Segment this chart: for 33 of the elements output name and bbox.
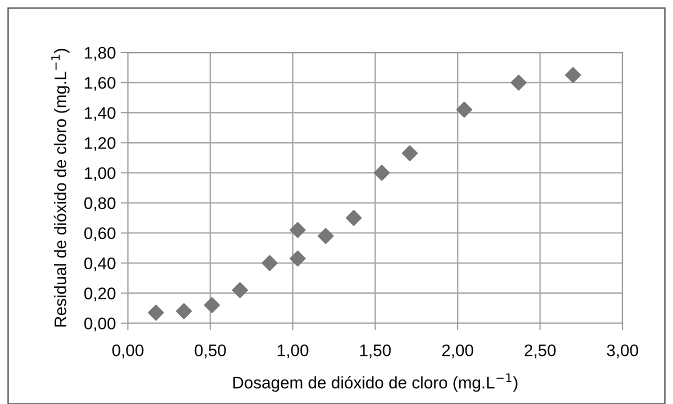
x-tick-label: 1,50 [360,344,391,358]
point [176,303,192,320]
y-tick-label: 1,80 [84,46,116,61]
y-tick-label: 0,60 [84,227,116,242]
point [346,210,362,226]
point [204,297,220,314]
point [290,222,306,238]
x-tick-label: 3,00 [606,344,638,358]
y-tick-label: 1,20 [84,137,116,151]
point [510,74,527,91]
y-tick-label: 0,40 [84,257,116,272]
point [456,102,472,118]
x-tick-label: 0,00 [112,344,144,358]
point [232,282,248,298]
point [402,145,418,162]
point [148,304,164,321]
point [565,67,582,84]
y-tick-label: 0,00 [84,318,116,332]
y-tick-label: 1,60 [84,76,116,91]
point [318,228,334,244]
point [290,250,306,267]
y-axis-title: Residual de dióxido de cloro (mg.L$^{−1}$) [51,48,70,326]
x-tick-label: 1,00 [278,344,308,358]
x-tick-label: 0,50 [194,344,226,358]
y-tick-label: 1,40 [84,107,116,121]
y-tick-label: 0,20 [84,288,116,302]
point [374,164,390,181]
point [262,255,278,272]
y-tick-label: 0,80 [84,197,116,212]
x-tick-label: 2,50 [524,344,556,358]
x-tick-label: 2,00 [442,344,474,358]
y-tick-label: 1,00 [84,167,116,181]
x-axis-title: Dosagem de dióxido de cloro (mg.L$^{−1}$) [233,373,518,392]
